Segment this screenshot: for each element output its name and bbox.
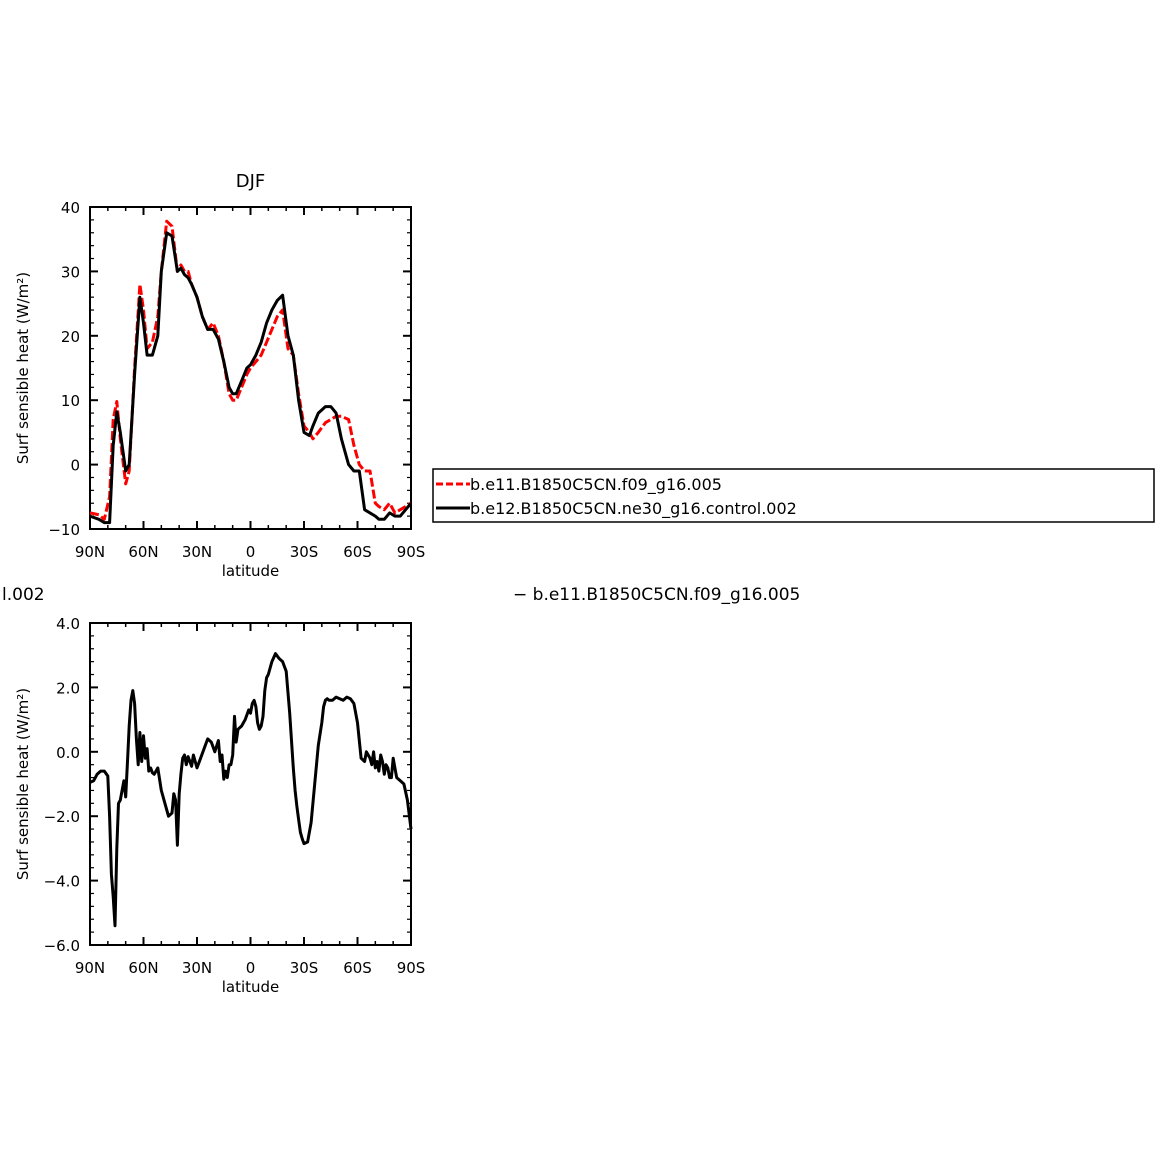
y-tick-label: −6.0 [44,937,80,955]
y-tick-label: 20 [61,328,80,346]
x-tick-label: 90N [75,543,105,561]
y-tick-label: −4.0 [44,873,80,891]
x-tick-label: 60N [128,959,158,977]
series-line-1 [89,231,413,525]
x-tick-label: 90N [75,959,105,977]
x-tick-label: 60N [128,543,158,561]
y-axis-label: Surf sensible heat (W/m²) [14,272,32,464]
x-tick-label: 60S [343,543,372,561]
cropped-label-left: l.002 [2,585,45,605]
legend-label-0: b.e11.B1850C5CN.f09_g16.005 [470,475,722,495]
y-tick-label: −10 [48,521,80,539]
legend-box: b.e11.B1850C5CN.f09_g16.005 b.e12.B1850C5… [432,468,1155,523]
plot-frame [89,622,412,946]
x-tick-label: 60S [343,959,372,977]
y-tick-label: 30 [61,263,80,281]
y-tick-label: 0 [70,457,80,475]
cropped-label-right: − b.e11.B1850C5CN.f09_g16.005 [513,585,800,605]
y-tick-label: 4.0 [56,615,80,633]
x-axis-label: latitude [222,562,280,580]
legend-label-1: b.e12.B1850C5CN.ne30_g16.control.002 [470,499,797,519]
x-tick-label: 30N [182,959,212,977]
x-axis-label: latitude [222,978,280,996]
y-axis-label: Surf sensible heat (W/m²) [14,688,32,880]
y-tick-label: 2.0 [56,679,80,697]
series-line-0 [89,652,413,928]
y-tick-label: 40 [61,199,80,217]
y-tick-label: 0.0 [56,744,80,762]
chart-title: DJF [236,171,266,192]
x-tick-label: 30N [182,543,212,561]
x-tick-label: 30S [290,959,319,977]
chart-bottom-difference: 90N 60N 30N 0 30S 60S 90S −6.0 −4.0 −2.0 0.0 2.0 4.0… [14,615,425,996]
x-tick-label: 30S [290,543,319,561]
y-tick-label: −2.0 [44,808,80,826]
x-tick-label: 90S [397,959,426,977]
x-tick-label: 0 [246,543,256,561]
x-tick-label: 0 [246,959,256,977]
series-line-0 [89,219,412,521]
y-tick-label: 10 [61,392,80,410]
legend-frame [432,468,1155,523]
x-tick-label: 90S [397,543,426,561]
plot-frame [89,206,412,530]
chart-top-djf: 90N 60N 30N 0 30S 60S 90S −10 0 10 20 30 40 DJF latitu… [14,171,425,580]
